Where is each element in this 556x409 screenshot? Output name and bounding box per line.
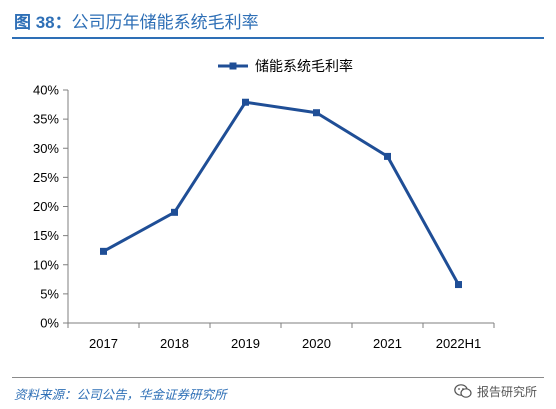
figure-label: 图 38： bbox=[14, 13, 72, 32]
y-tick-label: 10% bbox=[33, 257, 59, 272]
y-tick-label: 30% bbox=[33, 141, 59, 156]
data-point bbox=[384, 152, 391, 160]
data-point bbox=[242, 98, 249, 106]
title-rule bbox=[12, 37, 544, 39]
figure-title: 图 38：公司历年储能系统毛利率 bbox=[14, 8, 259, 33]
x-tick-label: 2017 bbox=[89, 336, 118, 351]
wechat-icon bbox=[454, 384, 472, 398]
watermark-text: 报告研究所 bbox=[477, 384, 538, 399]
watermark: 报告研究所 bbox=[454, 380, 537, 402]
x-tick-label: 2021 bbox=[373, 336, 402, 351]
legend-marker bbox=[229, 62, 237, 70]
plot-area bbox=[100, 98, 462, 289]
source-note: 资料来源：公司公告，华金证券研究所 bbox=[14, 387, 227, 402]
y-tick-label: 15% bbox=[33, 228, 59, 243]
y-tick-label: 0% bbox=[40, 316, 59, 331]
chart-legend: 储能系统毛利率 bbox=[218, 58, 353, 75]
data-point bbox=[100, 247, 107, 255]
x-tick-label: 2019 bbox=[231, 336, 260, 351]
x-tick-label: 2020 bbox=[302, 336, 331, 351]
x-tick-label: 2022H1 bbox=[436, 336, 482, 351]
y-axis: 0% 5% 10% 15% 20% 25% 30% 35% 40% bbox=[33, 83, 69, 331]
y-tick-label: 40% bbox=[33, 83, 59, 98]
data-point bbox=[171, 208, 178, 216]
footer-rule bbox=[12, 377, 544, 378]
y-tick-label: 35% bbox=[33, 112, 59, 127]
legend-label: 储能系统毛利率 bbox=[255, 58, 353, 75]
figure-header: 图 38：公司历年储能系统毛利率 bbox=[0, 0, 556, 42]
x-tick-label: 2018 bbox=[160, 336, 189, 351]
series-line bbox=[102, 100, 460, 286]
y-tick-label: 20% bbox=[33, 199, 59, 214]
y-tick-label: 25% bbox=[33, 170, 59, 185]
figure-title-text: 公司历年储能系统毛利率 bbox=[71, 13, 259, 33]
x-axis: 2017 2018 2019 2020 2021 2022H1 bbox=[67, 322, 495, 351]
data-point bbox=[455, 281, 462, 289]
y-tick-label: 5% bbox=[40, 286, 59, 301]
data-point bbox=[313, 109, 320, 117]
